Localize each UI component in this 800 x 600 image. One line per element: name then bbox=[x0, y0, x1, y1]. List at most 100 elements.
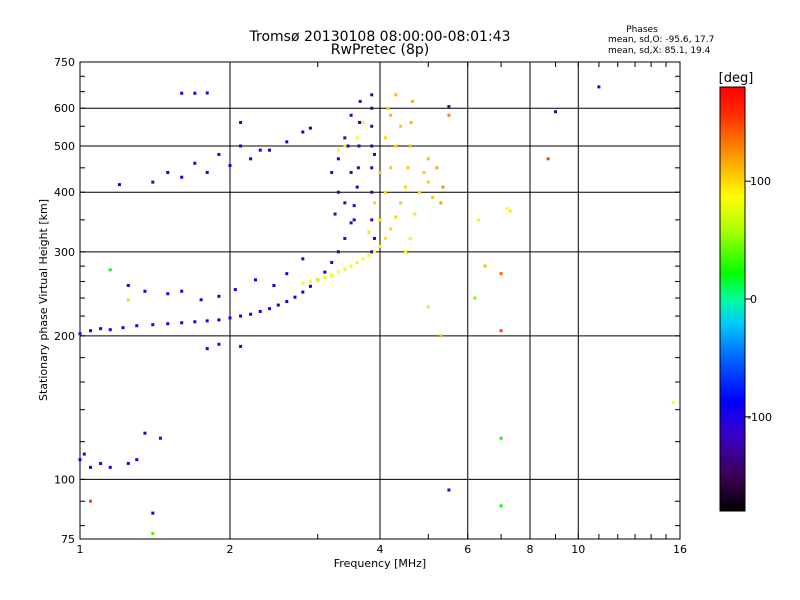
data-point-o bbox=[253, 278, 257, 282]
data-point-o bbox=[356, 166, 360, 170]
data-point-x bbox=[447, 113, 451, 117]
data-point-o bbox=[330, 170, 334, 174]
data-point-x bbox=[355, 260, 359, 264]
data-point-x bbox=[426, 157, 430, 161]
x-tick-label: 16 bbox=[673, 543, 687, 556]
data-point-x bbox=[108, 268, 112, 272]
data-point-o bbox=[267, 148, 271, 152]
data-point-x bbox=[378, 218, 382, 222]
y-tick-label: 750 bbox=[54, 56, 75, 69]
data-point-o bbox=[343, 136, 347, 140]
data-point-o bbox=[293, 295, 297, 299]
data-point-x bbox=[399, 201, 403, 205]
data-point-o bbox=[597, 85, 601, 89]
data-point-o bbox=[89, 329, 93, 333]
data-point-x bbox=[383, 136, 387, 140]
data-point-o bbox=[285, 140, 289, 144]
data-point-o bbox=[217, 152, 221, 156]
stats-line-o: mean, sd,O: -95.6, 17.7 bbox=[608, 35, 714, 45]
data-point-o bbox=[447, 105, 451, 109]
data-point-x bbox=[394, 215, 398, 219]
data-point-x bbox=[435, 166, 439, 170]
data-point-x bbox=[403, 250, 407, 254]
data-point-x bbox=[383, 190, 387, 194]
data-point-o bbox=[108, 328, 112, 332]
data-point-x bbox=[355, 136, 359, 140]
y-axis-label: Stationary phase Virtual Height [km] bbox=[37, 199, 50, 401]
data-point-o bbox=[239, 344, 243, 348]
data-point-o bbox=[358, 99, 362, 103]
y-tick-label: 400 bbox=[54, 186, 75, 199]
data-point-o bbox=[352, 218, 356, 222]
data-point-o bbox=[108, 465, 112, 469]
data-point-o bbox=[553, 110, 557, 114]
data-point-x bbox=[373, 201, 377, 205]
data-point-o bbox=[151, 323, 155, 327]
data-point-o bbox=[343, 201, 347, 205]
data-point-o bbox=[166, 322, 170, 326]
data-point-x bbox=[439, 334, 443, 338]
data-point-o bbox=[205, 347, 209, 351]
stats-line-x: mean, sd,X: 85.1, 19.4 bbox=[608, 46, 711, 56]
data-point-x bbox=[483, 264, 487, 268]
colorbar-tick-label: 0 bbox=[750, 293, 757, 306]
data-point-x bbox=[378, 244, 382, 248]
data-point-x bbox=[406, 166, 410, 170]
data-point-x bbox=[431, 195, 435, 199]
x-tick-label: 2 bbox=[227, 543, 234, 556]
data-point-o bbox=[370, 106, 374, 110]
data-point-o bbox=[121, 326, 125, 330]
data-point-o bbox=[205, 319, 209, 323]
data-point-o bbox=[180, 289, 184, 293]
data-point-x bbox=[389, 166, 393, 170]
data-point-o bbox=[239, 144, 243, 148]
data-points bbox=[78, 85, 675, 536]
data-point-o bbox=[228, 164, 232, 168]
y-tick-label: 100 bbox=[54, 473, 75, 486]
data-point-x bbox=[394, 93, 398, 97]
data-point-o bbox=[89, 465, 93, 469]
data-point-o bbox=[143, 289, 147, 293]
data-point-o bbox=[373, 236, 377, 240]
data-point-x bbox=[422, 170, 426, 174]
data-point-x bbox=[473, 296, 477, 300]
data-point-o bbox=[217, 342, 221, 346]
data-point-o bbox=[82, 452, 86, 456]
data-point-o bbox=[301, 257, 305, 261]
stats-heading: Phases bbox=[626, 25, 658, 35]
colorbar bbox=[719, 86, 746, 512]
x-tick-label: 1 bbox=[77, 543, 84, 556]
data-point-o bbox=[249, 312, 253, 316]
data-point-o bbox=[151, 180, 155, 184]
data-point-o bbox=[355, 185, 359, 189]
data-point-o bbox=[267, 307, 271, 311]
data-point-x bbox=[508, 209, 512, 213]
data-point-x bbox=[301, 281, 305, 285]
data-point-o bbox=[239, 121, 243, 125]
data-point-o bbox=[357, 144, 361, 148]
y-tick-label: 500 bbox=[54, 140, 75, 153]
data-point-o bbox=[358, 121, 362, 125]
data-point-o bbox=[193, 91, 197, 95]
data-point-x bbox=[373, 250, 377, 254]
data-point-o bbox=[370, 250, 374, 254]
data-point-x bbox=[399, 124, 403, 128]
data-point-o bbox=[323, 270, 327, 274]
data-point-x bbox=[671, 400, 675, 404]
data-point-o bbox=[352, 204, 356, 208]
data-point-x bbox=[546, 157, 550, 161]
data-point-x bbox=[361, 121, 365, 125]
data-point-x bbox=[439, 201, 443, 205]
data-point-o bbox=[180, 175, 184, 179]
x-tick-labels: 1 2 4 6 8 10 16 bbox=[77, 543, 688, 556]
x-tick-label: 10 bbox=[571, 543, 585, 556]
colorbar-label: [deg] bbox=[719, 71, 754, 86]
grid-lines bbox=[80, 62, 680, 539]
data-point-o bbox=[336, 250, 340, 254]
data-point-x bbox=[409, 121, 413, 125]
data-point-x bbox=[308, 279, 312, 283]
data-point-x bbox=[383, 236, 387, 240]
y-tick-labels: 75 100 200 300 400 500 600 750 bbox=[54, 56, 75, 546]
data-point-o bbox=[370, 144, 374, 148]
